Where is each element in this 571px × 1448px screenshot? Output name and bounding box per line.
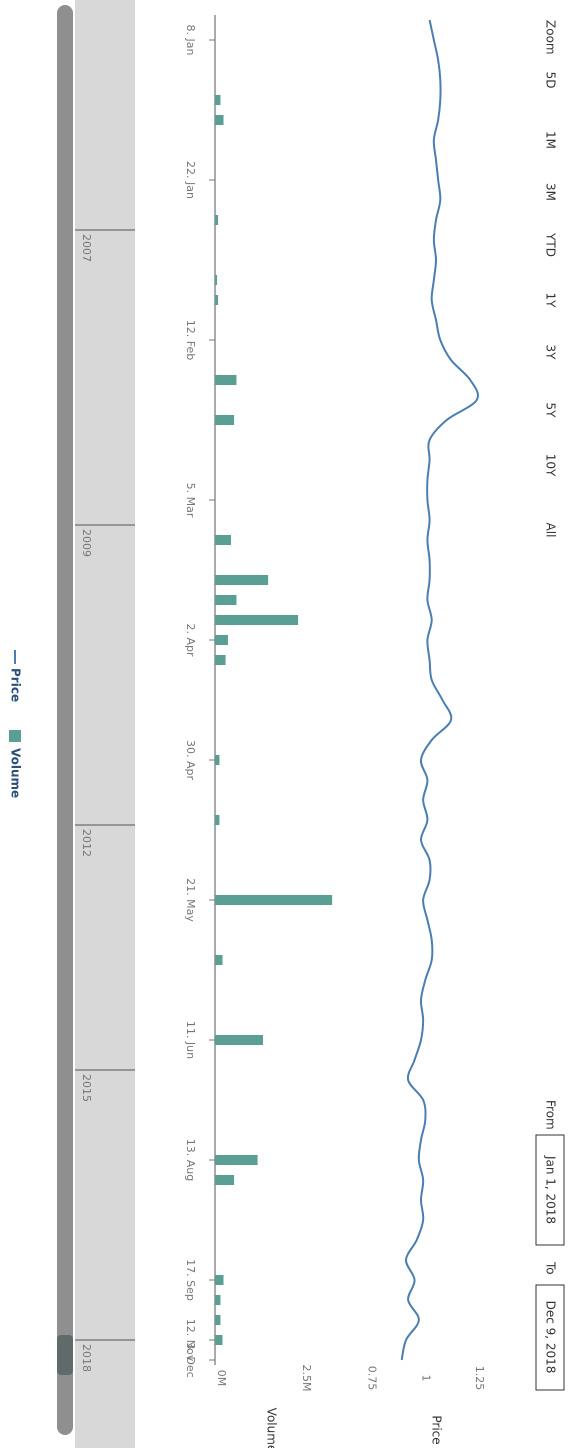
- navigator-label: 2012: [80, 829, 93, 857]
- volume-bar: [215, 615, 299, 625]
- volume-bar: [215, 815, 220, 825]
- zoom-label: Zoom: [544, 20, 558, 55]
- zoom-button[interactable]: YTD: [544, 232, 558, 257]
- navigator-label: 2018: [80, 1344, 93, 1372]
- y-tick-label: 1: [419, 1375, 432, 1382]
- volume-bar: [214, 955, 223, 965]
- scrollbar[interactable]: [57, 5, 73, 1435]
- volume-bar: [214, 1315, 221, 1325]
- legend-label[interactable]: Price: [9, 668, 23, 702]
- zoom-button[interactable]: All: [544, 523, 558, 538]
- x-tick-label: 21. May: [184, 878, 197, 922]
- volume-bar: [215, 635, 228, 645]
- x-tick-label: 2. Apr: [184, 623, 197, 656]
- volume-bar: [215, 275, 218, 285]
- zoom-button[interactable]: 3M: [544, 183, 558, 201]
- scrollbar-thumb[interactable]: [57, 1335, 73, 1375]
- from-value[interactable]: Jan 1, 2018: [544, 1155, 558, 1224]
- to-input[interactable]: [535, 1284, 565, 1391]
- x-tick-label: 22. Jan: [184, 161, 197, 199]
- volume-bar: [214, 1035, 264, 1045]
- volume-bar: [214, 535, 232, 545]
- zoom-button[interactable]: 3Y: [544, 345, 558, 361]
- volume-bar: [215, 575, 269, 585]
- navigator-label: 2015: [80, 1074, 93, 1102]
- x-tick-label: 17. Sep: [184, 1259, 197, 1301]
- zoom-button[interactable]: 5D: [544, 72, 558, 89]
- from-label: From: [544, 1100, 558, 1130]
- volume-bar: [214, 1335, 223, 1345]
- x-tick-label: 12. Feb: [184, 320, 197, 360]
- y2-axis-title: Volume: [265, 1408, 279, 1448]
- volume-bar: [215, 755, 220, 765]
- legend-label[interactable]: Volume: [9, 748, 23, 798]
- volume-bar: [215, 1175, 235, 1185]
- volume-bar: [215, 655, 226, 665]
- x-tick-label: 5. Mar: [184, 483, 197, 518]
- y2-tick-label: 2.5M: [300, 1365, 313, 1392]
- volume-bar: [215, 115, 224, 125]
- navigator-label: 2007: [80, 234, 93, 262]
- y2-tick-label: 0M: [215, 1370, 228, 1387]
- volume-bar: [214, 1295, 221, 1305]
- zoom-button[interactable]: 5Y: [544, 403, 558, 419]
- navigator-label: 2009: [80, 529, 93, 557]
- x-tick-label: 8. Jan: [184, 25, 197, 56]
- legend-symbol[interactable]: [9, 730, 21, 742]
- volume-bar: [214, 295, 219, 305]
- y-tick-label: 0.75: [366, 1366, 379, 1391]
- volume-bar: [214, 375, 237, 385]
- x-tick-label: 30. Apr: [184, 740, 197, 780]
- zoom-button[interactable]: 10Y: [544, 454, 558, 477]
- volume-bar: [215, 1275, 224, 1285]
- x-tick-label: 13. Aug: [184, 1139, 197, 1181]
- navigator-mask: [75, 0, 135, 1448]
- x-tick-label: 3. Dec: [184, 1342, 197, 1377]
- volume-bar: [214, 215, 219, 225]
- zoom-button[interactable]: 1Y: [544, 293, 558, 309]
- volume-bar: [215, 895, 333, 905]
- volume-bar: [215, 1155, 258, 1165]
- x-tick-label: 12. Nov: [184, 1319, 197, 1362]
- to-label: To: [544, 1261, 558, 1275]
- volume-bar: [215, 415, 235, 425]
- from-input[interactable]: [535, 1134, 565, 1246]
- y-tick-label: 1.25: [473, 1366, 486, 1391]
- volume-bar: [214, 595, 237, 605]
- y-axis-title: Price: [430, 1415, 444, 1444]
- price-line: [400, 19, 479, 1361]
- x-tick-label: 11. Jun: [184, 1021, 197, 1059]
- zoom-button[interactable]: 1M: [544, 131, 558, 149]
- volume-bar: [214, 95, 221, 105]
- to-value[interactable]: Dec 9, 2018: [544, 1301, 558, 1374]
